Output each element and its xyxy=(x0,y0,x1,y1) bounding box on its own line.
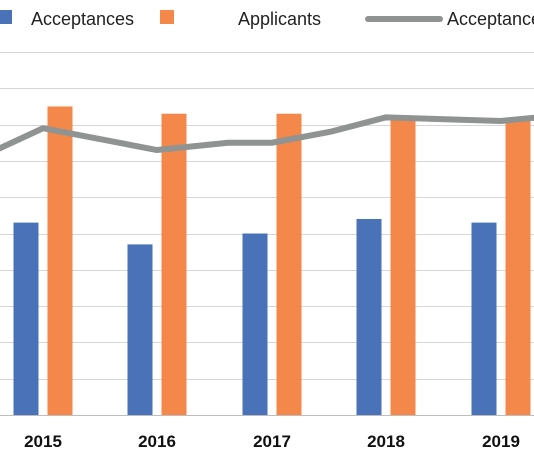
bar-applicants-2015 xyxy=(47,106,73,415)
legend-label-acceptance-rate: Acceptance xyxy=(447,9,534,29)
x-tick-label-2017: 2017 xyxy=(253,432,291,451)
x-tick-label-2019: 2019 xyxy=(482,432,520,451)
legend: Acceptances Applicants Acceptance xyxy=(0,9,534,29)
bar-acceptances-2019 xyxy=(471,222,497,415)
bar-applicants-2018 xyxy=(390,117,416,415)
bar-acceptances-2016 xyxy=(127,244,153,415)
x-tick-label-2016: 2016 xyxy=(138,432,176,451)
bar-applicants-2017 xyxy=(276,113,302,416)
bar-acceptances-2017 xyxy=(242,233,268,415)
bar-acceptances-2018 xyxy=(356,218,382,415)
x-axis-ticks: 2015 2016 2017 2018 2019 xyxy=(24,432,520,451)
x-tick-label-2018: 2018 xyxy=(367,432,405,451)
acceptance-line xyxy=(0,114,534,154)
bar-acceptances-2015 xyxy=(13,222,39,415)
bars xyxy=(13,106,531,416)
legend-label-applicants: Applicants xyxy=(238,9,321,29)
line-acceptance-rate xyxy=(0,114,534,154)
bar-applicants-2019 xyxy=(505,120,531,415)
bar-applicants-2016 xyxy=(161,113,187,416)
x-tick-label-2015: 2015 xyxy=(24,432,62,451)
legend-swatch-acceptances xyxy=(0,10,12,24)
legend-label-acceptances: Acceptances xyxy=(31,9,134,29)
legend-swatch-applicants xyxy=(160,10,174,24)
